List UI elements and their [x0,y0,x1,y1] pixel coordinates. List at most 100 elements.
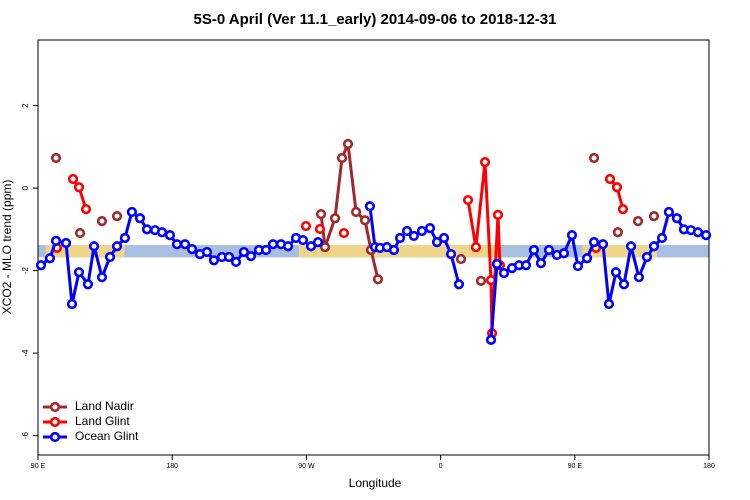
y-tick-label: 0 [21,185,30,190]
point [364,201,376,212]
point [111,241,123,252]
point [342,138,354,150]
point [648,211,660,222]
point [535,258,547,269]
point [314,223,326,235]
point [126,206,138,218]
point [470,241,482,253]
point [424,223,436,234]
point [663,206,674,218]
legend-marker [49,431,61,443]
point [633,272,645,283]
point [632,215,644,227]
point [119,232,131,244]
point [338,227,350,239]
x-tick-label: 90 E [568,463,583,470]
legend-marker [49,401,61,413]
legend-label: Ocean Glint [75,429,139,443]
point [223,251,235,263]
point [438,232,450,244]
point [297,234,309,246]
point [491,258,503,270]
point [597,239,609,250]
point [186,244,198,255]
point [179,239,191,250]
point [588,237,600,248]
point [44,253,56,264]
point [111,211,123,222]
point [416,225,428,237]
point [572,260,584,272]
point [134,213,146,224]
legend-label: Land Glint [75,414,130,428]
point [319,241,331,253]
point [88,241,100,252]
y-tick-label: -2 [21,266,30,274]
point [201,246,213,258]
point [625,241,637,252]
point [82,279,94,290]
point [80,204,92,215]
point [66,298,78,310]
point [641,251,653,263]
point [617,204,629,215]
y-tick-label: -4 [21,349,30,357]
y-tick-label: -6 [21,432,30,440]
point [648,241,660,252]
point [50,152,62,164]
point [498,267,510,279]
point [67,173,79,185]
point [543,244,555,256]
point [520,260,532,271]
point [700,230,712,241]
point [462,194,474,206]
x-tick-label: 0 [439,463,443,470]
point [618,279,630,290]
point [611,182,623,193]
point [73,267,85,278]
point [35,260,47,271]
point [50,235,62,246]
point [74,227,86,239]
point [485,334,497,346]
point [267,239,279,250]
point [604,173,616,185]
point [558,248,570,259]
point [475,275,487,287]
point [692,227,704,238]
x-tick-label: 180 [166,463,178,470]
point [230,256,242,268]
series-line [40,206,707,341]
point [96,215,108,227]
point [492,209,504,221]
point [208,255,220,266]
point [238,246,250,258]
point [164,230,176,241]
point [671,213,683,224]
point [394,232,406,244]
chart-title: 5S-0 April (Ver 11.1_early) 2014-09-06 t… [193,11,556,28]
point [282,241,294,252]
point [315,208,327,220]
point [245,251,257,262]
point [581,253,593,264]
point [171,239,183,250]
y-tick-label: 2 [21,103,30,108]
point [141,224,153,235]
point [305,241,317,252]
point [260,244,272,256]
plot-frame [37,39,710,456]
x-axis-label: Longitude [349,476,402,490]
point [350,206,362,218]
point [408,230,420,242]
point [96,272,108,283]
x-tick-label: 180 [703,463,715,470]
point [453,279,465,290]
point [479,157,491,168]
point [388,244,400,256]
x-tick-label: 90 E [31,463,46,470]
point [300,220,312,232]
point [610,267,622,278]
point [656,232,668,244]
